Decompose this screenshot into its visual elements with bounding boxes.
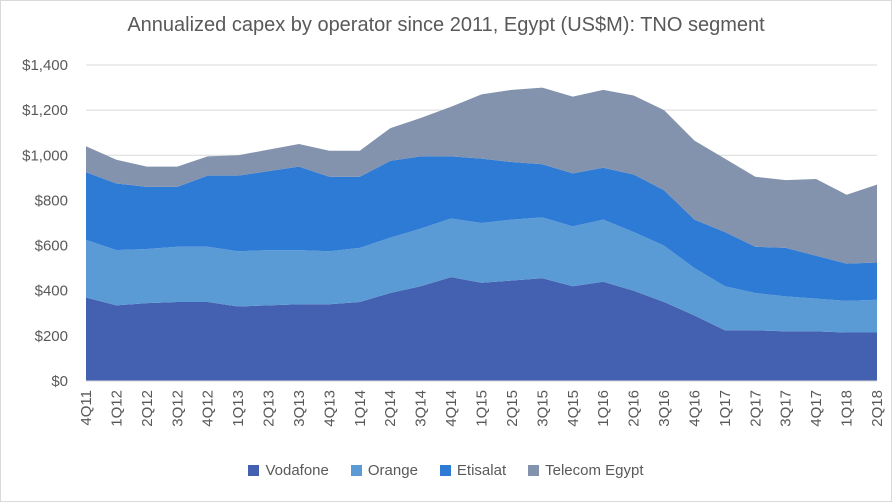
x-tick-label: 1Q18 <box>839 390 856 427</box>
area-telecom-egypt <box>86 87 877 264</box>
x-tick-label: 3Q16 <box>656 390 673 427</box>
y-axis-ticks: $0 $200 $400 $600 $800 $1,000 $1,200 $1,400 <box>22 57 68 390</box>
x-tick-label: 3Q15 <box>534 390 551 427</box>
legend-label: Orange <box>367 462 418 479</box>
y-tick-label: $200 <box>35 328 68 345</box>
legend-label: Vodafone <box>265 462 329 479</box>
x-tick-label: 2Q12 <box>139 390 156 427</box>
area-vodafone <box>86 277 877 381</box>
x-tick-label: 2Q16 <box>626 390 643 427</box>
y-tick-label: $1,400 <box>22 57 68 74</box>
legend-swatch <box>248 465 260 476</box>
area-orange <box>86 217 877 333</box>
legend-swatch <box>439 465 451 476</box>
x-tick-label: 3Q14 <box>413 390 430 427</box>
x-tick-label: 2Q14 <box>382 390 399 427</box>
x-tick-label: 1Q16 <box>595 390 612 427</box>
x-tick-label: 2Q13 <box>261 390 278 427</box>
x-tick-label: 4Q15 <box>565 390 582 427</box>
legend: Vodafone Orange Etisalat Telecom Egypt <box>0 462 892 479</box>
x-tick-label: 1Q17 <box>717 390 734 427</box>
y-tick-label: $800 <box>35 192 68 209</box>
legend-label: Etisalat <box>456 462 507 479</box>
x-tick-label: 1Q12 <box>108 390 125 427</box>
x-tick-label: 1Q13 <box>230 390 247 427</box>
area-etisalat <box>86 156 877 301</box>
legend-item: Etisalat <box>439 462 507 479</box>
y-tick-label: $400 <box>35 283 68 300</box>
x-tick-label: 4Q17 <box>808 390 825 427</box>
x-tick-label: 3Q17 <box>778 390 795 427</box>
x-tick-label: 4Q11 <box>78 390 95 426</box>
x-tick-label: 4Q14 <box>443 390 460 427</box>
x-tick-label: 1Q14 <box>352 390 369 427</box>
x-tick-label: 3Q12 <box>169 390 186 427</box>
x-tick-label: 2Q15 <box>504 390 521 427</box>
stacked-areas <box>86 87 877 381</box>
x-tick-label: 2Q18 <box>869 390 886 427</box>
x-tick-label: 4Q16 <box>686 390 703 427</box>
y-tick-label: $1,200 <box>22 102 68 119</box>
x-tick-label: 3Q13 <box>291 390 308 427</box>
x-tick-label: 4Q13 <box>321 390 338 427</box>
y-tick-label: $1,000 <box>22 147 68 164</box>
legend-item: Orange <box>350 462 418 479</box>
chart-title: Annualized capex by operator since 2011,… <box>127 14 765 36</box>
legend-item: Vodafone <box>248 462 329 479</box>
legend-swatch <box>350 465 362 476</box>
x-tick-label: 4Q12 <box>200 390 217 427</box>
legend-item: Telecom Egypt <box>528 462 644 479</box>
y-tick-label: $600 <box>35 238 68 255</box>
x-tick-label: 1Q15 <box>474 390 491 427</box>
legend-label: Telecom Egypt <box>545 462 644 479</box>
legend-swatch <box>528 465 540 476</box>
y-tick-label: $0 <box>51 373 68 390</box>
x-tick-label: 2Q17 <box>747 390 764 427</box>
x-axis-ticks: 4Q11 1Q12 2Q12 3Q12 4Q12 1Q13 2Q13 3Q13 4Q13 1Q14… <box>78 390 886 427</box>
